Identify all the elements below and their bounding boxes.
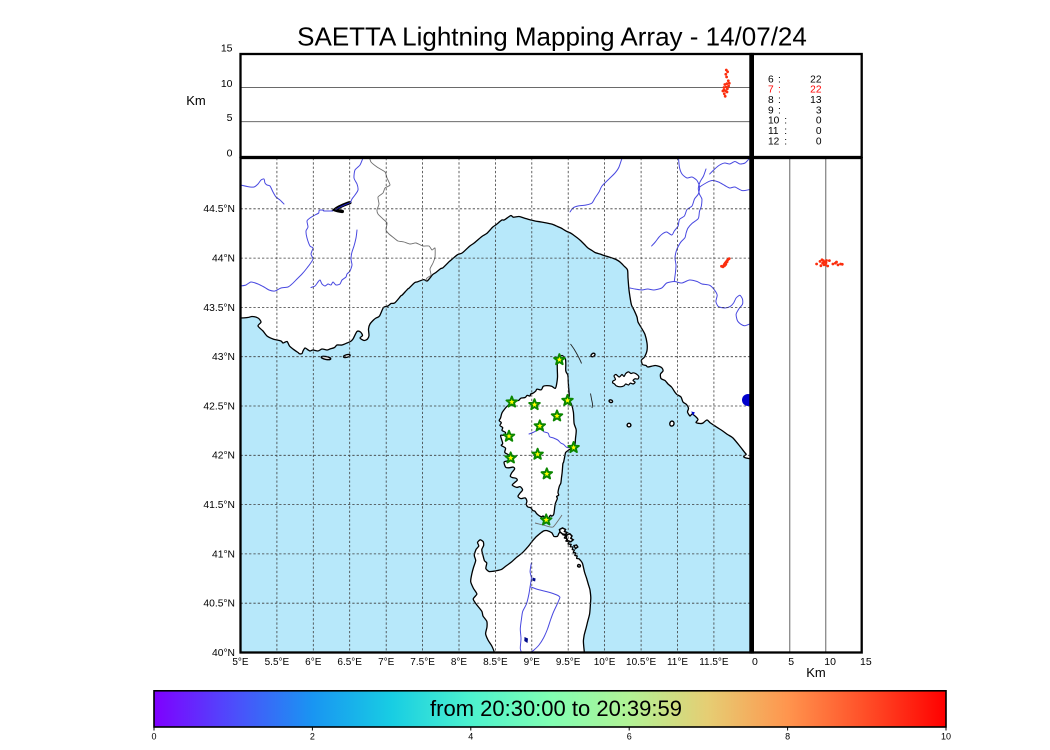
svg-text::: :: [784, 126, 787, 137]
svg-text:7: 7: [768, 85, 774, 96]
svg-text:41.5°N: 41.5°N: [203, 500, 235, 511]
svg-text:15: 15: [860, 656, 872, 668]
svg-text:10: 10: [768, 116, 780, 127]
svg-text:22: 22: [810, 85, 822, 96]
svg-text:40.5°N: 40.5°N: [203, 599, 235, 610]
svg-text:7.5°E: 7.5°E: [410, 657, 435, 668]
svg-text:0: 0: [227, 147, 233, 159]
svg-text:Km: Km: [186, 93, 206, 108]
svg-text:0: 0: [151, 732, 156, 742]
svg-text:10.5°E: 10.5°E: [626, 657, 656, 668]
svg-text:40°N: 40°N: [212, 648, 235, 659]
svg-text:8: 8: [768, 95, 774, 106]
svg-text:7°E: 7°E: [378, 657, 395, 668]
svg-text:6°E: 6°E: [305, 657, 322, 668]
svg-text::: :: [784, 136, 787, 147]
svg-text::: :: [778, 74, 781, 85]
svg-text:44.5°N: 44.5°N: [203, 204, 235, 215]
svg-text:41°N: 41°N: [212, 549, 235, 560]
svg-text:42.5°N: 42.5°N: [203, 401, 235, 412]
svg-text:8: 8: [785, 732, 790, 742]
svg-text:22: 22: [810, 74, 822, 85]
svg-text:SAETTA Lightning Mapping Array: SAETTA Lightning Mapping Array - 14/07/2…: [297, 22, 807, 52]
svg-text:0: 0: [816, 116, 822, 127]
svg-text:from 20:30:00 to 20:39:59: from 20:30:00 to 20:39:59: [430, 696, 682, 721]
svg-text:11°E: 11°E: [667, 657, 688, 668]
svg-text:4: 4: [468, 732, 473, 742]
svg-text::: :: [778, 85, 781, 96]
svg-text:8.5°E: 8.5°E: [483, 657, 508, 668]
svg-text:43°N: 43°N: [212, 352, 235, 363]
svg-text::: :: [778, 105, 781, 116]
svg-text:9.5°E: 9.5°E: [556, 657, 581, 668]
svg-text:10: 10: [941, 732, 951, 742]
svg-text:5: 5: [788, 656, 794, 668]
svg-text:43.5°N: 43.5°N: [203, 303, 235, 314]
svg-text:9°E: 9°E: [524, 657, 541, 668]
svg-text:10°E: 10°E: [594, 657, 616, 668]
svg-text:44°N: 44°N: [212, 254, 235, 265]
svg-text:0: 0: [752, 656, 758, 668]
svg-text:0: 0: [816, 126, 822, 137]
svg-text::: :: [778, 95, 781, 106]
svg-text:Km: Km: [806, 665, 826, 680]
svg-text:5.5°E: 5.5°E: [265, 657, 290, 668]
svg-text:3: 3: [816, 105, 822, 116]
svg-text:10: 10: [824, 656, 836, 668]
svg-text:13: 13: [810, 95, 822, 106]
svg-text:2: 2: [310, 732, 315, 742]
svg-text:6: 6: [768, 74, 774, 85]
svg-text:0: 0: [816, 136, 822, 147]
svg-text:9: 9: [768, 105, 774, 116]
svg-text:6.5°E: 6.5°E: [337, 657, 362, 668]
svg-text:11: 11: [768, 126, 779, 137]
svg-text:11.5°E: 11.5°E: [699, 657, 729, 668]
svg-text:8°E: 8°E: [451, 657, 468, 668]
svg-text:5: 5: [227, 112, 233, 124]
svg-text:12: 12: [768, 136, 780, 147]
svg-text:6: 6: [627, 732, 632, 742]
svg-text:10: 10: [221, 78, 233, 90]
svg-text:42°N: 42°N: [212, 451, 235, 462]
svg-text::: :: [784, 116, 787, 127]
svg-text:15: 15: [221, 43, 233, 55]
svg-text:5°E: 5°E: [232, 657, 249, 668]
